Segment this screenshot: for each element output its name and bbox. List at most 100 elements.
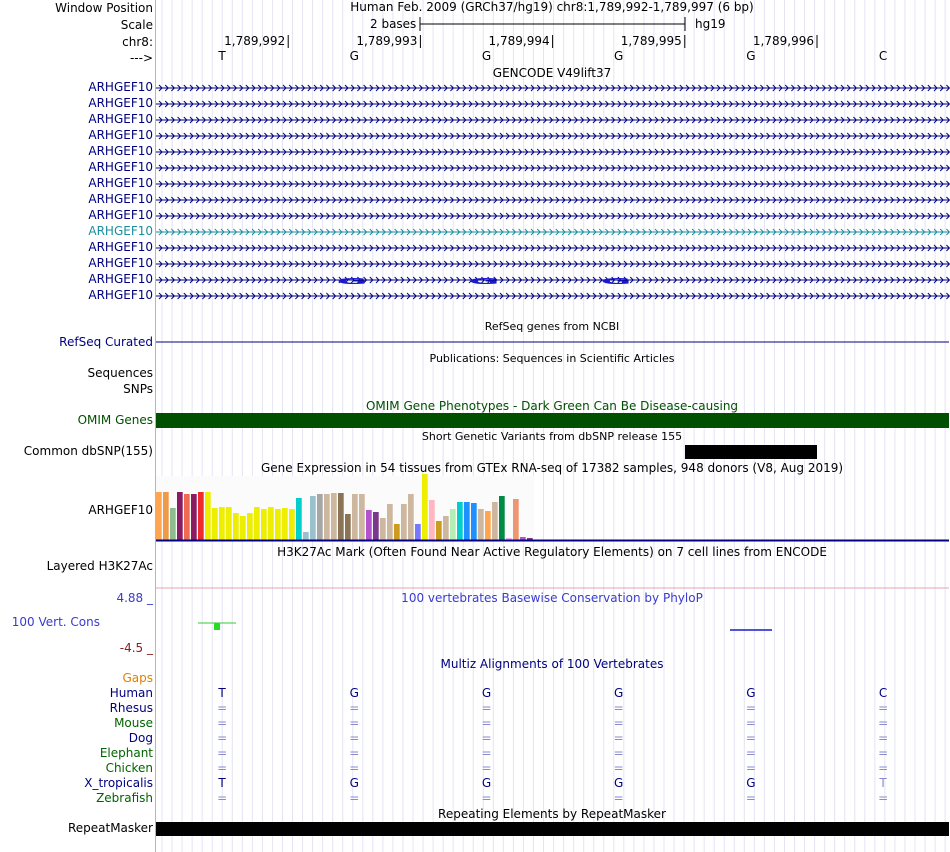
alignment-base: = — [217, 701, 228, 715]
alignment-base: = — [349, 731, 360, 745]
gencode-strand-arrows — [158, 116, 950, 124]
phylop-ymin: -4.5 _ — [119, 641, 153, 655]
gtex-tissue-bar — [226, 507, 232, 540]
repeatmasker-label[interactable]: RepeatMasker — [67, 821, 153, 835]
alignment-base: C — [878, 686, 888, 700]
alignment-base: = — [745, 731, 756, 745]
species-label[interactable]: X_tropicalis — [84, 776, 153, 790]
gencode-transcript-label[interactable]: ARHGEF10 — [88, 144, 153, 158]
species-label[interactable]: Elephant — [99, 746, 153, 760]
species-label[interactable]: Zebrafish — [96, 791, 153, 805]
alignment-base: = — [481, 716, 492, 730]
alignment-base: = — [613, 791, 624, 805]
gencode-transcript-label[interactable]: ARHGEF10 — [88, 224, 153, 238]
gencode-strand-arrows — [158, 228, 950, 236]
gtex-tissue-bar — [163, 492, 169, 540]
gencode-transcript-label[interactable]: ARHGEF10 — [88, 160, 153, 174]
gtex-tissue-bar — [429, 500, 435, 540]
gencode-transcript-label[interactable]: ARHGEF10 — [88, 192, 153, 206]
ruler-base: G — [481, 49, 492, 63]
species-label[interactable]: Dog — [128, 731, 153, 745]
gtex-tissue-bar — [464, 502, 470, 540]
publications-snps-label[interactable]: SNPs — [123, 382, 153, 396]
alignment-base: = — [613, 716, 624, 730]
alignment-base: = — [745, 746, 756, 760]
gencode-transcript-label[interactable]: ARHGEF10 — [88, 240, 153, 254]
alignment-base: = — [349, 746, 360, 760]
alignment-base: G — [746, 686, 756, 700]
species-label[interactable]: Rhesus — [109, 701, 153, 715]
gencode-transcript-label[interactable]: ARHGEF10 — [88, 112, 153, 126]
gtex-tissue-bar — [527, 538, 533, 540]
alignment-base: = — [349, 716, 360, 730]
gtex-tissue-bar — [177, 492, 183, 540]
gtex-tissue-bar — [492, 502, 498, 540]
gtex-tissue-bar — [303, 532, 309, 540]
gtex-tissue-bar — [191, 494, 197, 540]
gtex-title: Gene Expression in 54 tissues from GTEx … — [260, 461, 844, 475]
alignment-base: = — [613, 746, 624, 760]
gtex-tissue-bar — [352, 494, 358, 540]
species-label[interactable]: Mouse — [114, 716, 153, 730]
gencode-transcript-label[interactable]: ARHGEF10 — [88, 288, 153, 302]
gtex-tissue-bar — [415, 524, 421, 540]
alignment-base: = — [613, 731, 624, 745]
gencode-strand-arrows — [158, 196, 950, 204]
gencode-strand-arrows — [158, 132, 950, 140]
phylop-score — [214, 623, 220, 630]
alignment-base: = — [878, 761, 889, 775]
gencode-strand-arrows — [158, 260, 950, 268]
alignment-base: = — [481, 731, 492, 745]
gencode-transcript-label[interactable]: ARHGEF10 — [88, 80, 153, 94]
gtex-tissue-bar — [422, 474, 428, 540]
gtex-tissue-bar — [520, 537, 526, 540]
window-position-label: Window Position — [55, 1, 153, 15]
gtex-gene-label[interactable]: ARHGEF10 — [88, 503, 153, 517]
alignment-base: = — [745, 791, 756, 805]
alignment-base: = — [217, 716, 228, 730]
gencode-transcript-label[interactable]: ARHGEF10 — [88, 256, 153, 270]
gtex-tissue-bar — [373, 512, 379, 540]
strand-label: ---> — [129, 51, 153, 65]
gtex-tissue-bar — [506, 538, 512, 540]
db-label: hg19 — [695, 17, 726, 31]
h3k27ac-label[interactable]: Layered H3K27Ac — [46, 559, 153, 573]
alignment-base: = — [613, 701, 624, 715]
phylop-label[interactable]: 100 Vert. Cons — [11, 615, 100, 629]
ruler-base: G — [349, 49, 359, 63]
repeatmasker-bar — [156, 822, 949, 836]
gtex-tissue-bar — [345, 514, 351, 540]
refseq-label[interactable]: RefSeq Curated — [59, 335, 153, 349]
gencode-transcript-label[interactable]: ARHGEF10 — [88, 128, 153, 142]
alignment-base: = — [878, 716, 889, 730]
dbsnp-title: Short Genetic Variants from dbSNP releas… — [421, 430, 683, 443]
omim-bar — [156, 413, 949, 428]
publications-sequences-label[interactable]: Sequences — [87, 366, 153, 380]
ruler-position-label: 1,789,993 — [356, 34, 418, 48]
dbsnp-label[interactable]: Common dbSNP(155) — [23, 444, 153, 458]
alignment-base: = — [217, 731, 228, 745]
alignment-base: = — [349, 701, 360, 715]
gencode-transcript-label[interactable]: ARHGEF10 — [88, 96, 153, 110]
ruler-position-label: 1,789,995 — [620, 34, 682, 48]
gtex-tissue-bar — [366, 510, 372, 540]
gtex-tissue-bar — [408, 494, 414, 540]
alignment-base: G — [481, 776, 492, 790]
omim-label[interactable]: OMIM Genes — [77, 413, 153, 427]
gencode-transcript-label[interactable]: ARHGEF10 — [88, 272, 153, 286]
ruler-base: C — [878, 49, 888, 63]
gtex-tissue-bar — [205, 492, 211, 540]
alignment-base: = — [481, 701, 492, 715]
species-label[interactable]: Human — [109, 686, 153, 700]
gtex-tissue-bar — [317, 494, 323, 540]
publications-title: Publications: Sequences in Scientific Ar… — [429, 352, 675, 365]
alignment-base: = — [878, 701, 889, 715]
alignment-base: = — [878, 731, 889, 745]
alignment-base: = — [217, 761, 228, 775]
gencode-transcript-label[interactable]: ARHGEF10 — [88, 176, 153, 190]
gtex-tissue-bar — [331, 493, 337, 540]
species-label[interactable]: Chicken — [105, 761, 153, 775]
gtex-tissue-bar — [170, 508, 176, 540]
gencode-transcript-label[interactable]: ARHGEF10 — [88, 208, 153, 222]
